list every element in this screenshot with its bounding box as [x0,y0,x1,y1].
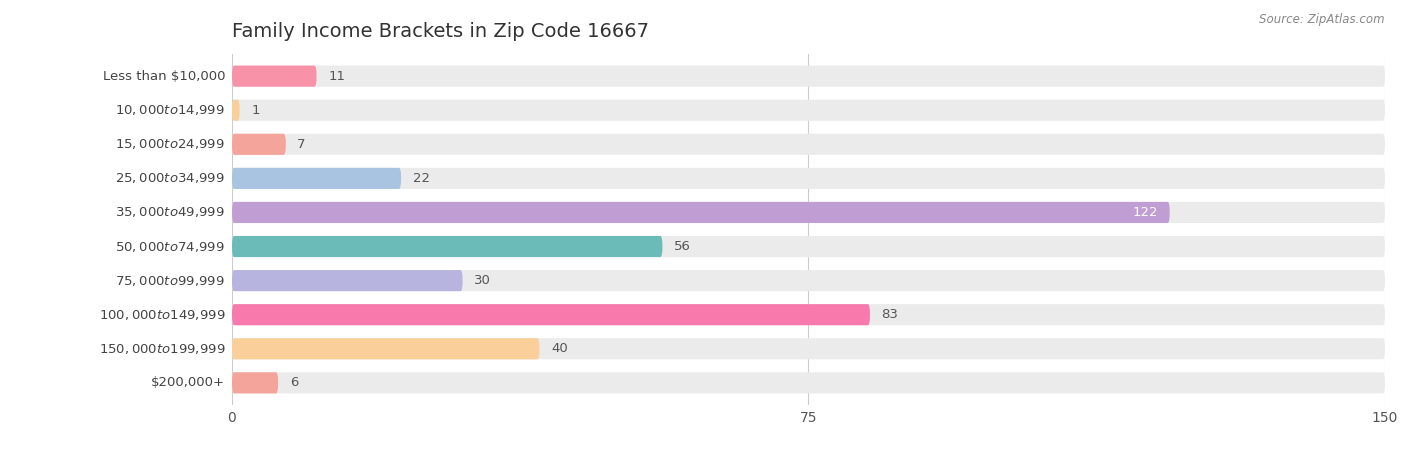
Text: $75,000 to $99,999: $75,000 to $99,999 [115,274,225,288]
FancyBboxPatch shape [232,372,278,393]
Text: 11: 11 [328,70,344,83]
FancyBboxPatch shape [232,66,1385,87]
Text: $35,000 to $49,999: $35,000 to $49,999 [115,206,225,220]
FancyBboxPatch shape [232,304,1385,325]
Text: $15,000 to $24,999: $15,000 to $24,999 [115,137,225,151]
Text: 83: 83 [882,308,898,321]
Text: 22: 22 [412,172,430,185]
FancyBboxPatch shape [232,66,316,87]
Text: $150,000 to $199,999: $150,000 to $199,999 [98,342,225,356]
Text: 40: 40 [551,342,568,355]
FancyBboxPatch shape [232,202,1170,223]
Text: Less than $10,000: Less than $10,000 [103,70,225,83]
Text: 122: 122 [1133,206,1159,219]
FancyBboxPatch shape [232,202,1385,223]
Text: Source: ZipAtlas.com: Source: ZipAtlas.com [1260,14,1385,27]
FancyBboxPatch shape [232,134,285,155]
FancyBboxPatch shape [232,338,1385,360]
Text: 7: 7 [297,138,307,151]
Text: $10,000 to $14,999: $10,000 to $14,999 [115,103,225,117]
FancyBboxPatch shape [232,270,463,291]
Text: 56: 56 [673,240,690,253]
FancyBboxPatch shape [232,168,1385,189]
Text: 1: 1 [252,104,260,117]
FancyBboxPatch shape [232,270,1385,291]
FancyBboxPatch shape [232,236,1385,257]
FancyBboxPatch shape [232,134,1385,155]
Text: $100,000 to $149,999: $100,000 to $149,999 [98,308,225,322]
FancyBboxPatch shape [232,304,870,325]
Text: Family Income Brackets in Zip Code 16667: Family Income Brackets in Zip Code 16667 [232,22,650,41]
FancyBboxPatch shape [232,236,662,257]
Text: 6: 6 [290,376,298,389]
FancyBboxPatch shape [232,338,540,360]
Text: $25,000 to $34,999: $25,000 to $34,999 [115,171,225,185]
Text: 30: 30 [474,274,491,287]
Text: $200,000+: $200,000+ [150,376,225,389]
FancyBboxPatch shape [232,99,239,121]
FancyBboxPatch shape [232,372,1385,393]
FancyBboxPatch shape [232,168,401,189]
FancyBboxPatch shape [232,99,1385,121]
Text: $50,000 to $74,999: $50,000 to $74,999 [115,239,225,253]
